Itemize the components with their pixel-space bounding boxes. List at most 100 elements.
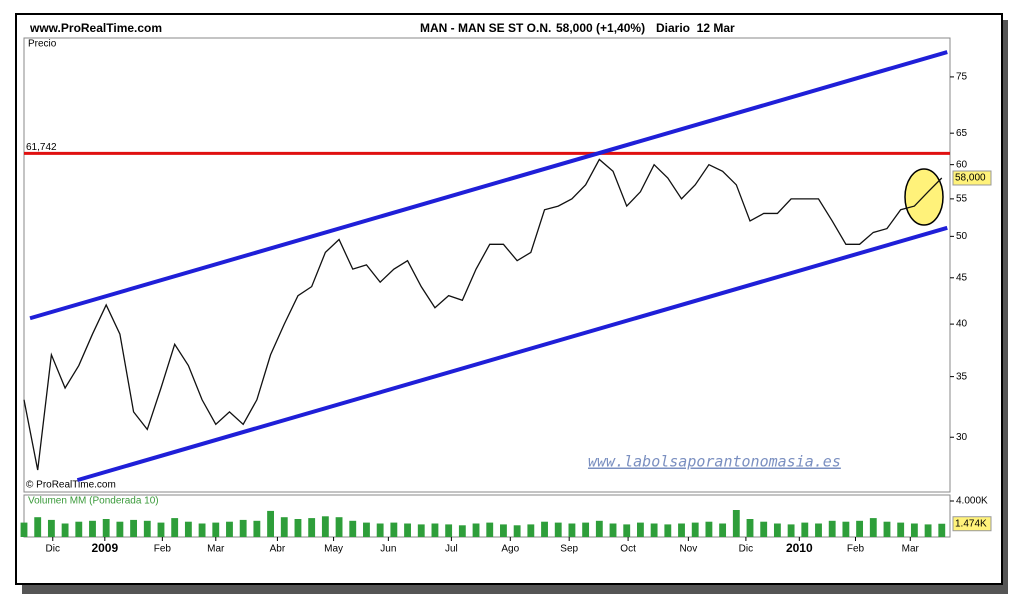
volume-bar — [595, 520, 603, 537]
volume-bar — [294, 519, 302, 537]
volume-bar — [691, 522, 699, 537]
x-tick-label: May — [324, 544, 343, 555]
volume-bar — [239, 519, 247, 537]
volume-bar — [349, 520, 357, 537]
volume-bar — [116, 521, 124, 537]
volume-bar — [527, 524, 535, 537]
volume-bar — [363, 522, 370, 537]
volume-bar — [20, 522, 28, 537]
volume-bar — [678, 523, 685, 537]
x-tick-label: Feb — [154, 544, 172, 555]
x-tick-label: Dic — [739, 544, 753, 555]
volume-bar — [609, 523, 617, 537]
volume-bar — [500, 524, 507, 537]
volume-bar — [226, 521, 233, 537]
x-tick-label: Sep — [560, 544, 578, 555]
volume-bar — [198, 523, 206, 537]
volume-bar — [541, 521, 548, 537]
y-tick-label: 60 — [956, 159, 968, 170]
y-tick-label: 65 — [956, 128, 968, 139]
volume-bar — [308, 518, 316, 537]
y-tick-label: 35 — [956, 371, 968, 382]
volume-bar — [787, 524, 795, 537]
volume-bar — [801, 522, 809, 537]
volume-bar — [102, 519, 110, 537]
volume-bar — [842, 521, 850, 537]
volume-bar — [924, 524, 932, 537]
volume-bar — [376, 523, 384, 537]
volume-bar — [61, 523, 69, 537]
volume-bar — [636, 522, 644, 537]
volume-bar — [321, 516, 329, 537]
volume-bar — [472, 523, 480, 537]
volume-bar — [143, 520, 151, 537]
volume-bar — [910, 523, 918, 537]
volume-bar — [280, 517, 288, 537]
y-label: Precio — [28, 39, 57, 50]
volume-bar — [568, 523, 576, 537]
x-tick-label: Dic — [46, 544, 60, 555]
price-line — [23, 158, 943, 471]
volume-bar — [746, 519, 754, 537]
x-tick-label: Jun — [380, 544, 396, 555]
volume-bar — [157, 522, 165, 537]
reference-label: 61,742 — [26, 142, 57, 153]
volume-bar — [404, 523, 411, 537]
quote: 58,000 (+1,40%) — [556, 21, 645, 35]
volume-bar — [130, 519, 138, 537]
highlight — [904, 168, 944, 226]
copyright: © ProRealTime.com — [26, 480, 116, 491]
volume-bar — [445, 524, 453, 537]
x-tick-label: Ago — [501, 544, 519, 555]
volume-bar — [582, 522, 590, 537]
last-value-label: 1.474K — [955, 518, 987, 529]
last-value-label: 58,000 — [955, 173, 986, 184]
trend-line — [76, 225, 948, 483]
x-tick-label: Abr — [270, 544, 286, 555]
site: www.ProRealTime.com — [29, 21, 162, 35]
volume-bar — [938, 523, 946, 537]
volume-bar — [253, 520, 261, 537]
trend-line — [29, 50, 948, 321]
volume-bar — [760, 521, 768, 537]
volume-bar — [719, 523, 727, 537]
volume-bar — [705, 521, 713, 537]
volume-bar — [664, 524, 672, 537]
y-tick-label: 75 — [956, 72, 968, 83]
x-tick-label: Mar — [207, 544, 225, 555]
volume-bar — [883, 521, 891, 537]
volume-bar — [47, 519, 55, 537]
volume-bar — [34, 517, 42, 537]
volume-bar — [650, 523, 658, 537]
volume-bar — [869, 518, 877, 537]
volume-bar — [184, 521, 192, 537]
x-tick-label: Feb — [847, 544, 865, 555]
y-tick-label: 45 — [956, 272, 968, 283]
volume-bar — [828, 520, 836, 537]
y-tick-label: 50 — [956, 231, 968, 242]
y-tick-label: 30 — [956, 432, 968, 443]
volume-bar — [554, 522, 562, 537]
volume-bar — [89, 520, 96, 537]
volume-bar — [75, 521, 83, 537]
y-tick-label: 55 — [956, 194, 968, 205]
x-tick-label: Nov — [679, 544, 697, 555]
volume-bar — [267, 510, 274, 537]
last-value-box — [952, 170, 992, 186]
volume-title: Volumen MM (Ponderada 10) — [28, 496, 159, 507]
x-tick-label: 2010 — [786, 541, 813, 555]
x-tick-label: 2009 — [91, 541, 118, 555]
volume-bar — [897, 522, 905, 537]
y-tick-label: 4.000K — [956, 496, 988, 507]
y-tick-label: 40 — [956, 319, 968, 330]
watermark: www.labolsaporantonomasia.es — [588, 453, 841, 471]
volume-bar — [486, 522, 494, 537]
x-tick-label: Mar — [902, 544, 920, 555]
volume-bar — [815, 523, 822, 537]
volume-bar — [417, 524, 425, 537]
volume-bar — [390, 522, 398, 537]
period: Diario 12 Mar — [656, 21, 735, 35]
volume-bar — [513, 525, 521, 537]
volume-bar — [773, 523, 781, 537]
